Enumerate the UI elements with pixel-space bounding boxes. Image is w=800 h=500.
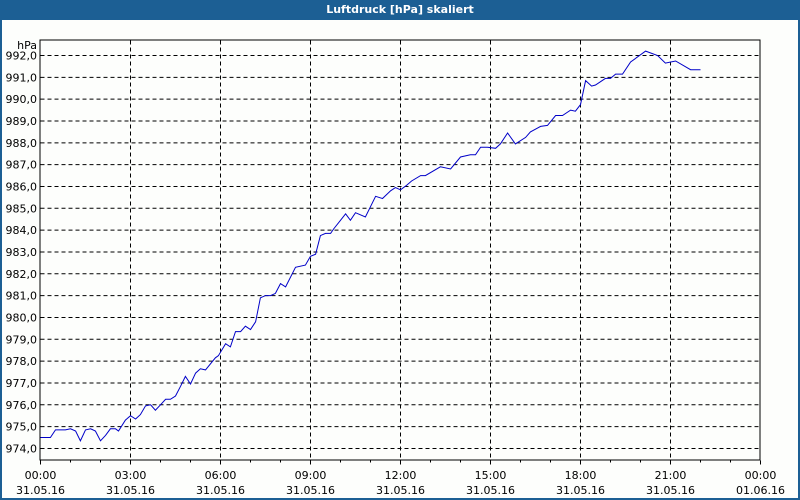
y-tick-label: 990,0: [6, 93, 38, 106]
plot-frame: [39, 39, 761, 461]
pressure-series-line: [40, 50, 701, 442]
y-axis: hPa 992,0 991,0 990,0 989,0 988,0 987,0 986,0 9…: [6, 39, 38, 455]
x-tick-date: 31.05.16: [466, 484, 515, 497]
y-tick-label: 975,0: [6, 421, 38, 434]
x-tick-date: 31.05.16: [376, 484, 425, 497]
y-tick-label: 982,0: [6, 268, 38, 281]
x-tick-date: 31.05.16: [646, 484, 695, 497]
window-title: Luftdruck [hPa] skaliert: [0, 0, 800, 20]
y-tick-label: 977,0: [6, 377, 38, 390]
y-tick-label: 978,0: [6, 355, 38, 368]
y-tick-label: 976,0: [6, 399, 38, 412]
x-tick-date: 31.05.16: [286, 484, 335, 497]
y-axis-label: hPa: [17, 39, 37, 52]
x-tick-date: 31.05.16: [16, 484, 65, 497]
x-tick-time: 00:00: [25, 469, 57, 482]
x-tick-date: 31.05.16: [196, 484, 245, 497]
y-tick-label: 979,0: [6, 333, 38, 346]
x-tick-time: 06:00: [205, 469, 237, 482]
x-tick-time: 09:00: [295, 469, 327, 482]
y-tick-label: 986,0: [6, 180, 38, 193]
grid-lines: [40, 40, 761, 461]
x-tick-time: 00:00: [745, 469, 777, 482]
y-tick-label: 985,0: [6, 202, 38, 215]
x-tick-date: 31.05.16: [106, 484, 155, 497]
x-tick-time: 15:00: [475, 469, 507, 482]
y-tick-label: 974,0: [6, 442, 38, 455]
y-tick-label: 984,0: [6, 224, 38, 237]
y-tick-label: 987,0: [6, 159, 38, 172]
x-tick-time: 18:00: [565, 469, 597, 482]
y-tick-label: 981,0: [6, 290, 38, 303]
y-tick-label: 983,0: [6, 246, 38, 259]
x-tick-time: 03:00: [115, 469, 147, 482]
x-tick-time: 21:00: [655, 469, 687, 482]
x-axis: 00:00 31.05.16 03:00 31.05.16 06:00 31.05.16 0…: [16, 460, 785, 497]
x-tick-date: 01.06.16: [736, 484, 785, 497]
x-tick-date: 31.05.16: [556, 484, 605, 497]
y-tick-label: 988,0: [6, 137, 38, 150]
y-tick-label: 989,0: [6, 115, 38, 128]
y-tick-label: 991,0: [6, 71, 38, 84]
x-tick-time: 12:00: [385, 469, 417, 482]
y-tick-label: 980,0: [6, 311, 38, 324]
y-tick-label: 992,0: [6, 50, 38, 63]
